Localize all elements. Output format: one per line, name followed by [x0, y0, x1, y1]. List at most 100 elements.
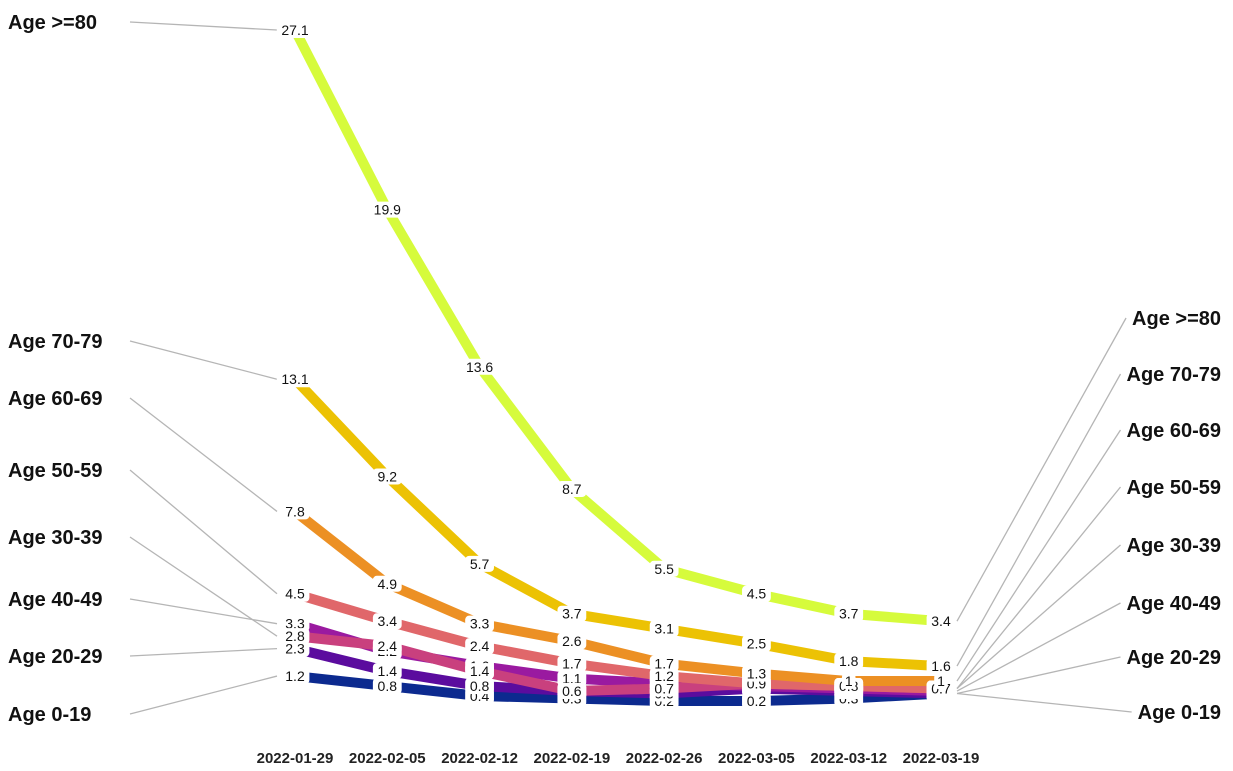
data-label-age-50-59-3: 1.7 — [557, 655, 587, 672]
data-label-box — [926, 658, 956, 675]
data-label-box — [742, 585, 771, 602]
data-label-box — [280, 628, 310, 645]
left-connector-age-40-49 — [129, 598, 278, 625]
right-connector-age-30-39 — [956, 544, 1121, 690]
data-label-age-ge-80-0: 27.1 — [276, 22, 314, 38]
data-label-text: 1.7 — [654, 656, 674, 672]
data-label-text: 1.6 — [931, 658, 951, 674]
data-label-text: 3.4 — [378, 613, 398, 629]
data-label-text: 1.4 — [378, 663, 398, 679]
data-label-box — [372, 613, 402, 630]
left-connector-age-50-59 — [129, 469, 278, 595]
x-tick-label: 2022-03-12 — [810, 750, 887, 767]
data-label-age-0-19-0: 1.2 — [280, 668, 310, 685]
data-label-text: 3.1 — [654, 621, 674, 637]
data-label-text: 2.3 — [285, 641, 305, 657]
data-label-text: 2.6 — [562, 633, 582, 649]
data-label-text: 3.3 — [470, 616, 490, 632]
data-label-box — [557, 605, 587, 622]
right-label-age-60-69: Age 60-69 — [1127, 420, 1222, 442]
data-label-text: 8.7 — [562, 481, 582, 497]
data-label-text: 13.6 — [466, 359, 493, 375]
data-label-age-40-49-0: 3.3 — [280, 615, 310, 632]
data-label-age-30-39-4: 0.7 — [649, 680, 679, 697]
data-label-box — [834, 605, 864, 622]
data-label-box — [649, 560, 679, 577]
left-label-age-60-69: Age 60-69 — [8, 388, 103, 410]
left-connector-age-ge-80 — [129, 21, 278, 31]
data-label-age-60-69-3: 2.6 — [557, 633, 587, 650]
data-label-age-60-69-4: 1.7 — [649, 655, 679, 672]
data-label-text: 1.8 — [839, 653, 859, 669]
data-label-text: 1 — [937, 673, 945, 689]
right-label-age-30-39: Age 30-39 — [1127, 535, 1222, 557]
data-label-box — [742, 665, 771, 682]
data-label-age-50-59-2: 2.4 — [465, 638, 494, 655]
data-label-box — [372, 468, 402, 485]
data-label-age-ge-80-5: 4.5 — [742, 585, 771, 602]
data-label-box — [372, 678, 402, 695]
data-label-box — [369, 201, 406, 218]
series-line-age-70-79 — [291, 375, 942, 672]
left-label-age-40-49: Age 40-49 — [8, 589, 103, 611]
left-connector-age-60-69 — [129, 397, 278, 512]
data-label-text: 4.9 — [378, 576, 398, 592]
data-label-age-20-29-2: 0.8 — [465, 678, 494, 695]
data-label-box — [742, 693, 771, 710]
label-connectors — [129, 21, 1132, 715]
data-label-text: 4.5 — [285, 586, 305, 602]
data-label-text: 0.8 — [378, 678, 398, 694]
series-line-age-50-59 — [293, 588, 942, 694]
right-label-age-40-49: Age 40-49 — [1127, 593, 1222, 615]
left-label-age-70-79: Age 70-79 — [8, 331, 103, 353]
data-label-box — [372, 575, 402, 592]
data-label-box — [557, 480, 587, 497]
data-label-text: 1.2 — [285, 668, 305, 684]
data-label-age-20-29-1: 1.4 — [372, 663, 402, 680]
data-label-age-60-69-7: 1 — [934, 673, 948, 690]
data-label-age-50-59-0: 4.5 — [280, 585, 310, 602]
data-label-age-ge-80-7: 3.4 — [926, 613, 956, 630]
data-label-age-70-79-2: 5.7 — [465, 555, 494, 572]
right-label-age-ge-80: Age >=80 — [1132, 308, 1221, 330]
left-connector-age-0-19 — [129, 675, 278, 715]
data-label-box — [465, 638, 494, 655]
data-label-age-0-19-5: 0.2 — [742, 693, 771, 710]
data-label-age-70-79-5: 2.5 — [742, 635, 771, 652]
data-label-text: 0.6 — [562, 683, 582, 699]
x-tick-label: 2022-03-05 — [718, 750, 795, 767]
data-label-text: 0.8 — [470, 678, 490, 694]
data-label-text: 0.2 — [747, 693, 767, 709]
data-label-box — [841, 673, 856, 690]
data-label-age-70-79-7: 1.6 — [926, 658, 956, 675]
data-label-text: 5.5 — [654, 561, 674, 577]
data-label-text: 1.7 — [562, 656, 582, 672]
data-label-age-60-69-2: 3.3 — [465, 615, 494, 632]
data-label-box — [557, 670, 587, 687]
data-label-box — [465, 555, 494, 572]
data-label-text: 2.4 — [378, 638, 398, 654]
data-label-age-70-79-6: 1.8 — [834, 653, 864, 670]
left-connector-age-20-29 — [129, 647, 278, 657]
series-line-age-0-19 — [294, 671, 942, 707]
data-label-text: 1.1 — [562, 671, 582, 687]
data-label-box — [276, 22, 314, 38]
data-label-text: 4.5 — [747, 586, 767, 602]
data-label-age-60-69-6: 1 — [841, 673, 856, 690]
data-label-box — [649, 680, 679, 697]
data-label-age-70-79-3: 3.7 — [557, 605, 587, 622]
x-tick-label: 2022-01-29 — [257, 750, 334, 767]
data-label-box — [649, 655, 679, 672]
left-label-age-ge-80: Age >=80 — [8, 12, 97, 34]
data-label-text: 9.2 — [378, 469, 398, 485]
left-label-age-30-39: Age 30-39 — [8, 527, 103, 549]
series-line-age-60-69 — [291, 507, 941, 687]
data-label-box — [280, 668, 310, 685]
data-label-box — [557, 683, 587, 700]
data-label-text: 1.3 — [747, 666, 767, 682]
data-label-text: 1.4 — [470, 663, 490, 679]
data-label-text: 3.7 — [839, 606, 859, 622]
series-lines — [290, 27, 942, 707]
data-label-text: 27.1 — [281, 22, 308, 38]
